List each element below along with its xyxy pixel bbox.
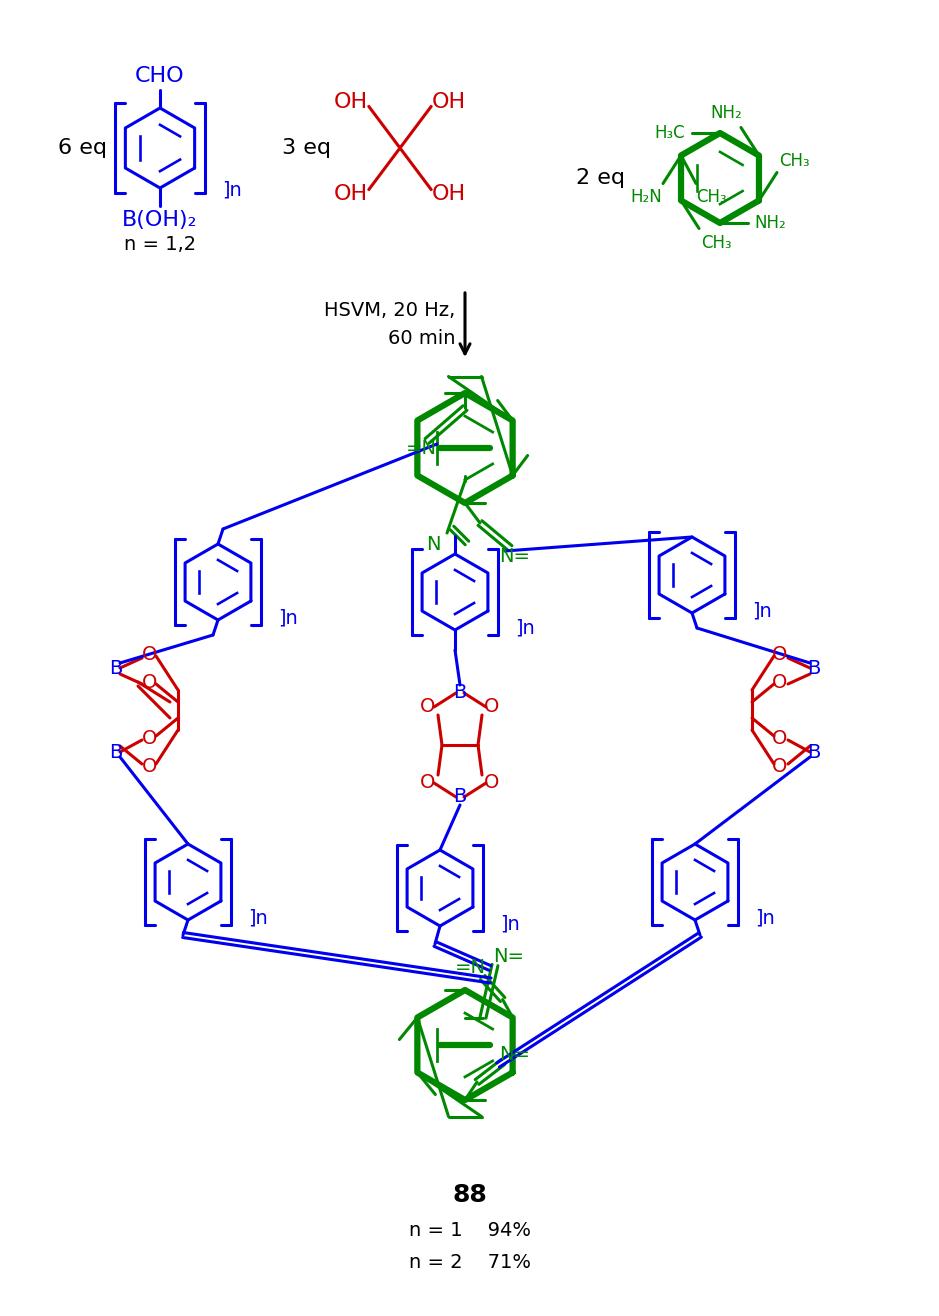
- Text: OH: OH: [333, 92, 368, 112]
- Text: OH: OH: [333, 184, 368, 204]
- Text: ]n: ]n: [222, 180, 241, 200]
- Text: O: O: [485, 697, 500, 716]
- Text: CH₃: CH₃: [778, 151, 809, 170]
- Text: OH: OH: [432, 184, 467, 204]
- Text: O: O: [772, 729, 788, 747]
- Text: NH₂: NH₂: [754, 215, 786, 232]
- Text: B: B: [808, 658, 821, 678]
- Text: 60 min: 60 min: [388, 329, 455, 349]
- Text: OH: OH: [432, 92, 467, 112]
- Text: O: O: [485, 774, 500, 792]
- Text: 6 eq: 6 eq: [57, 138, 106, 158]
- Text: H₃C: H₃C: [654, 124, 685, 142]
- Text: ]n: ]n: [278, 608, 298, 628]
- Text: O: O: [421, 774, 436, 792]
- Text: 2 eq: 2 eq: [576, 168, 624, 188]
- Text: HSVM, 20 Hz,: HSVM, 20 Hz,: [324, 301, 455, 321]
- Text: =N: =N: [455, 958, 486, 976]
- Text: ]n: ]n: [755, 908, 775, 928]
- Text: n = 2    71%: n = 2 71%: [409, 1253, 531, 1271]
- Text: ]n: ]n: [500, 915, 520, 933]
- Text: B: B: [454, 787, 467, 807]
- Text: O: O: [143, 757, 158, 775]
- Text: N=: N=: [494, 948, 525, 966]
- Text: CH₃: CH₃: [696, 188, 727, 207]
- Text: N: N: [425, 536, 440, 554]
- Text: O: O: [772, 672, 788, 691]
- Text: n = 1    94%: n = 1 94%: [409, 1220, 531, 1240]
- Text: B: B: [454, 683, 467, 703]
- Text: O: O: [143, 729, 158, 747]
- Text: B: B: [808, 742, 821, 762]
- Text: N=: N=: [500, 1045, 531, 1063]
- Text: O: O: [143, 672, 158, 691]
- Text: ]n: ]n: [248, 908, 268, 928]
- Text: O: O: [421, 697, 436, 716]
- Text: =N: =N: [406, 440, 437, 458]
- Text: O: O: [772, 645, 788, 663]
- Text: ]n: ]n: [515, 619, 534, 637]
- Text: ]n: ]n: [752, 601, 772, 621]
- Text: CH₃: CH₃: [700, 233, 731, 251]
- Text: B(OH)₂: B(OH)₂: [122, 211, 198, 230]
- Text: 88: 88: [453, 1183, 487, 1207]
- Text: O: O: [143, 645, 158, 663]
- Text: 3 eq: 3 eq: [282, 138, 331, 158]
- Text: CHO: CHO: [135, 66, 185, 86]
- Text: B: B: [109, 742, 123, 762]
- Text: H₂N: H₂N: [630, 188, 662, 207]
- Text: O: O: [772, 757, 788, 775]
- Text: n = 1,2: n = 1,2: [124, 234, 196, 254]
- Text: B: B: [109, 658, 123, 678]
- Text: NH₂: NH₂: [710, 104, 742, 122]
- Text: N=: N=: [500, 546, 531, 566]
